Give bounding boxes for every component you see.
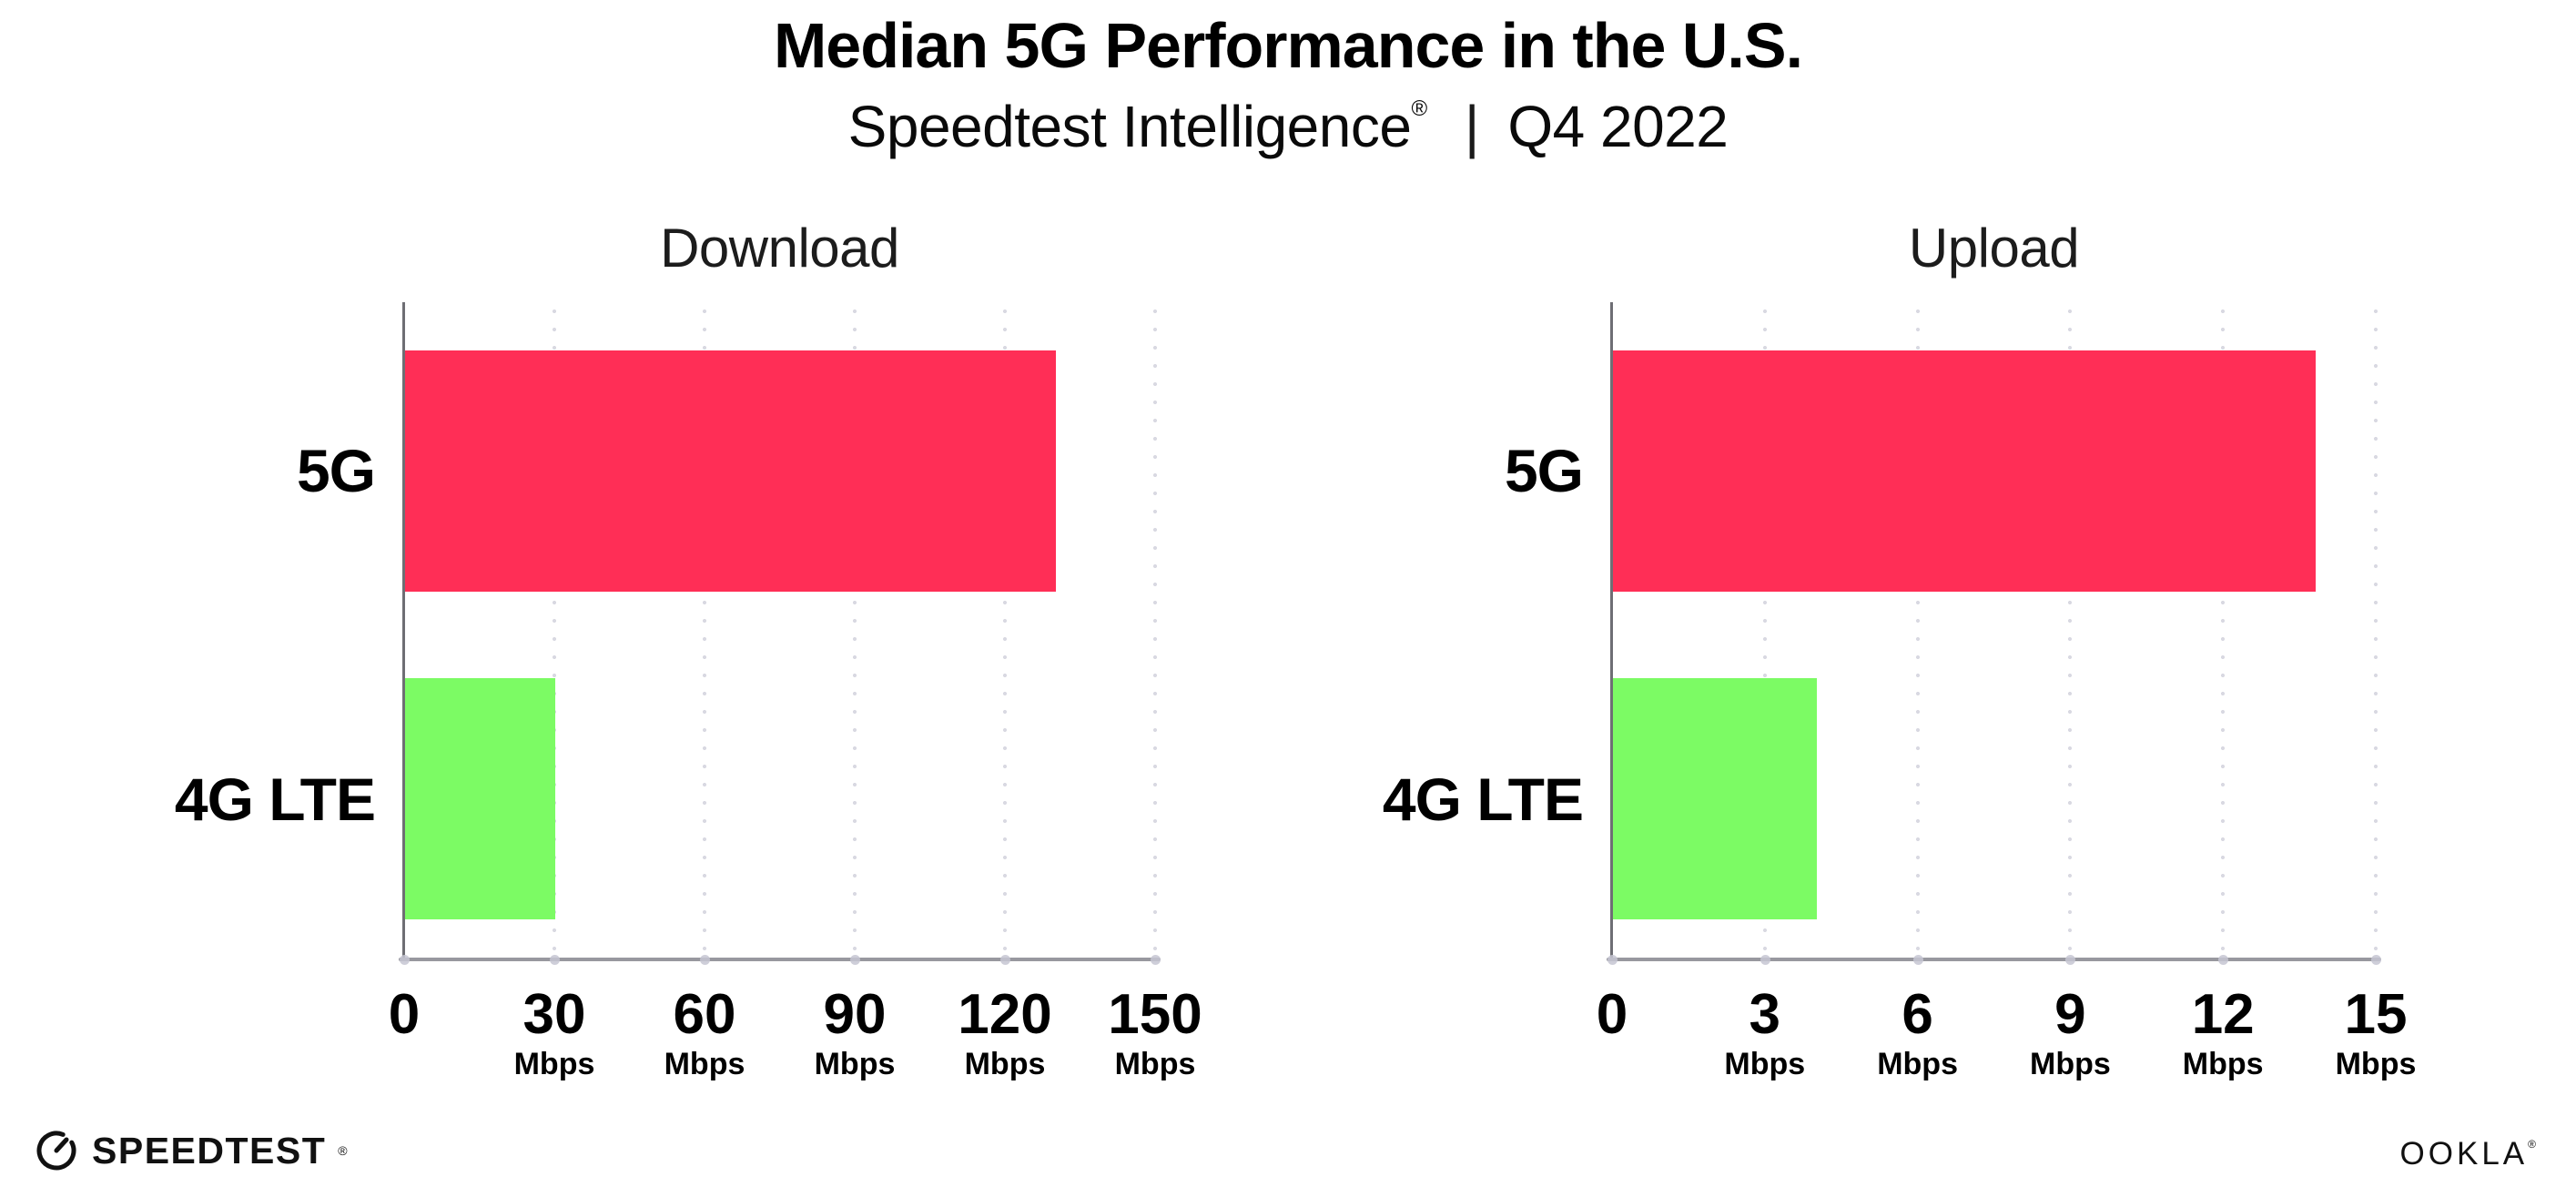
ookla-logo: OOKLA® (2400, 1136, 2540, 1172)
gridline-upload-9 (2068, 302, 2073, 959)
tick-unit-download-60: Mbps (664, 1047, 745, 1081)
axis-tick-download-30 (550, 955, 560, 965)
page-title: Median 5G Performance in the U.S. (773, 10, 1803, 81)
tick-label-download-150: 150 (1108, 983, 1202, 1046)
y-axis-line-upload (1610, 302, 1613, 960)
tick-unit-download-150: Mbps (1114, 1047, 1196, 1081)
axis-tick-upload-15 (2371, 955, 2381, 965)
axis-tick-upload-3 (1760, 955, 1770, 965)
category-label-upload-4g-lte: 4G LTE (1382, 765, 1584, 833)
tick-unit-upload-6: Mbps (1877, 1047, 1958, 1081)
subtitle-brand: Speedtest Intelligence (847, 94, 1412, 159)
tick-label-download-120: 120 (958, 983, 1052, 1046)
axis-tick-download-90 (850, 955, 860, 965)
gridline-upload-15 (2374, 302, 2378, 959)
ookla-wordmark: OOKLA (2399, 1136, 2529, 1172)
y-axis-line-download (402, 302, 405, 960)
subtitle-period: Q4 2022 (1507, 94, 1729, 159)
plot-area-upload (1607, 302, 2381, 965)
gridline-download-60 (703, 302, 706, 959)
axis-tick-download-150 (1151, 955, 1161, 965)
tick-label-download-30: 30 (522, 983, 586, 1046)
ookla-trademark: ® (2528, 1138, 2540, 1151)
tick-unit-download-90: Mbps (814, 1047, 896, 1081)
tick-label-download-90: 90 (823, 983, 887, 1046)
axis-tick-download-120 (1000, 955, 1010, 965)
axis-tick-upload-0 (1607, 955, 1618, 965)
category-label-upload-5g: 5G (1504, 437, 1584, 505)
tick-unit-upload-9: Mbps (2030, 1047, 2111, 1081)
tick-label-download-0: 0 (388, 983, 421, 1046)
category-label-download-4g-lte: 4G LTE (174, 765, 376, 833)
gridline-upload-12 (2221, 302, 2226, 959)
bar-download-4g-lte (405, 678, 555, 920)
gridline-download-120 (1003, 302, 1007, 959)
category-label-download-5g: 5G (296, 437, 376, 505)
gridline-upload-6 (1915, 302, 1920, 959)
gridline-download-30 (553, 302, 556, 959)
speedtest-wordmark: SPEEDTEST (92, 1129, 327, 1172)
tick-label-upload-3: 3 (1749, 983, 1781, 1046)
subtitle-separator: | (1464, 94, 1480, 159)
axis-tick-upload-9 (2065, 955, 2076, 965)
chart-title-download: Download (660, 218, 899, 279)
axis-tick-upload-12 (2218, 955, 2229, 965)
plot-area-download (399, 302, 1161, 965)
speedtest-trademark: ® (338, 1143, 348, 1158)
tick-unit-upload-12: Mbps (2182, 1047, 2264, 1081)
speedtest-gauge-icon (36, 1131, 76, 1171)
x-axis-line-download (399, 958, 1161, 961)
axis-tick-download-60 (700, 955, 710, 965)
tick-unit-upload-15: Mbps (2335, 1047, 2417, 1081)
tick-label-upload-9: 9 (2054, 983, 2086, 1046)
subtitle: Speedtest Intelligence® | Q4 2022 (0, 93, 2576, 160)
gridline-download-90 (853, 302, 857, 959)
registered-mark: ® (1411, 96, 1427, 121)
tick-label-upload-0: 0 (1596, 983, 1628, 1046)
speedtest-logo: SPEEDTEST ® (33, 1127, 348, 1174)
gridline-download-150 (1153, 302, 1157, 959)
tick-label-upload-15: 15 (2344, 983, 2408, 1046)
bar-upload-4g-lte (1613, 678, 1817, 920)
tick-label-download-60: 60 (673, 983, 736, 1046)
chart-title-upload: Upload (1908, 218, 2080, 279)
x-axis-line-upload (1607, 958, 2381, 961)
axis-tick-download-0 (400, 955, 410, 965)
tick-unit-download-30: Mbps (513, 1047, 595, 1081)
gridline-upload-3 (1762, 302, 1767, 959)
bar-download-5g (405, 350, 1056, 592)
axis-tick-upload-6 (1912, 955, 1923, 965)
tick-unit-upload-3: Mbps (1724, 1047, 1806, 1081)
tick-unit-download-120: Mbps (964, 1047, 1046, 1081)
bar-upload-5g (1613, 350, 2316, 592)
tick-label-upload-6: 6 (1902, 983, 1933, 1046)
tick-label-upload-12: 12 (2191, 983, 2255, 1046)
